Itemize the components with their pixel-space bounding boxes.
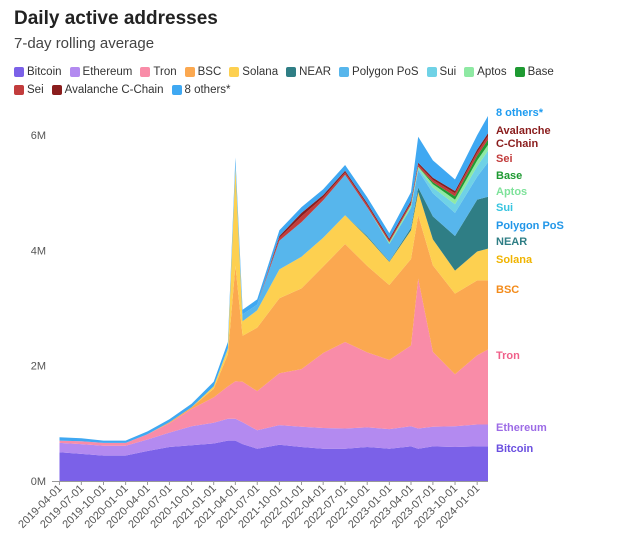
legend-item-8-others[interactable]: 8 others*: [171, 82, 231, 98]
area-tron: [59, 278, 488, 446]
legend-item-solana[interactable]: Solana: [229, 64, 278, 80]
legend-swatch: [51, 85, 62, 95]
y-tick-label: 6M: [31, 130, 46, 142]
legend-swatch: [514, 67, 525, 77]
legend-swatch: [14, 85, 24, 95]
legend-label: Ethereum: [82, 66, 133, 78]
legend-swatch: [339, 67, 350, 77]
legend-item-near[interactable]: NEAR: [286, 64, 331, 80]
chart-subtitle: 7-day rolling average: [14, 35, 155, 52]
chart-legend: Bitcoin Ethereum Tron BSC Solana NEAR Polygon …: [14, 64, 574, 100]
x-axis: 2019-04-012019-07-012019-10-012020-01-01…: [16, 481, 488, 531]
legend-label: Tron: [153, 66, 177, 78]
y-axis: 0M 2M 4M 6M: [31, 130, 46, 488]
legend-label: NEAR: [299, 66, 332, 78]
chart-title: Daily active addresses: [14, 8, 218, 29]
legend-item-bsc[interactable]: BSC: [184, 64, 222, 80]
end-label-sui: Sui: [496, 202, 513, 214]
legend-label: Sui: [439, 66, 457, 78]
legend-label: Base: [527, 66, 554, 78]
legend-item-ethereum[interactable]: Ethereum: [69, 64, 133, 80]
legend-label: 8 others*: [184, 84, 231, 96]
legend-swatch: [184, 67, 195, 77]
end-label-aptos: Aptos: [496, 186, 527, 198]
end-label-ethereum: Ethereum: [496, 422, 547, 434]
legend-item-bitcoin[interactable]: Bitcoin: [14, 64, 62, 80]
legend-item-sei[interactable]: Sei: [14, 82, 44, 98]
legend-item-sui[interactable]: Sui: [426, 64, 457, 80]
legend-item-aptos[interactable]: Aptos: [464, 64, 507, 80]
y-tick-label: 4M: [31, 245, 46, 257]
end-label-tron: Tron: [496, 350, 520, 362]
legend-swatch: [140, 67, 151, 77]
y-tick-label: 0M: [31, 476, 46, 488]
legend-item-avalanche-c-chain[interactable]: Avalanche C-Chain: [51, 82, 164, 98]
legend-swatch: [69, 67, 80, 77]
legend-label: Polygon PoS: [352, 66, 419, 78]
legend-swatch: [229, 67, 240, 77]
legend-label: Solana: [242, 66, 279, 78]
legend-label: Aptos: [477, 66, 507, 78]
area-ethereum: [59, 418, 488, 456]
legend-label: Avalanche C-Chain: [64, 84, 164, 96]
end-label-sei: Sei: [496, 153, 513, 165]
end-label-avalanche: Avalanche: [496, 125, 551, 137]
legend-swatch: [464, 67, 475, 77]
end-label-base: Base: [496, 170, 522, 182]
legend-swatch: [426, 67, 437, 77]
legend-swatch: [14, 67, 24, 77]
y-tick-label: 2M: [31, 361, 46, 373]
end-label-bsc: BSC: [496, 284, 519, 296]
area-solana: [59, 167, 488, 443]
area-bsc: [59, 215, 488, 443]
legend-swatch: [286, 67, 297, 77]
end-label-bitcoin: Bitcoin: [496, 443, 534, 455]
area-polygon-pos: [59, 162, 488, 443]
legend-label: Bitcoin: [27, 66, 62, 78]
legend-item-tron[interactable]: Tron: [140, 64, 177, 80]
end-label-solana: Solana: [496, 254, 533, 266]
area-layers: [59, 116, 488, 481]
legend-label: BSC: [197, 66, 222, 78]
end-label-c-chain: C-Chain: [496, 138, 538, 150]
end-label-8-others: 8 others*: [496, 107, 544, 119]
end-label-polygon-pos: Polygon PoS: [496, 220, 564, 232]
legend-item-polygon-pos[interactable]: Polygon PoS: [339, 64, 419, 80]
end-label-near: NEAR: [496, 236, 527, 248]
legend-item-base[interactable]: Base: [514, 64, 554, 80]
area-bitcoin: [59, 440, 488, 481]
legend-swatch: [171, 85, 182, 95]
legend-label: Sei: [27, 84, 44, 96]
